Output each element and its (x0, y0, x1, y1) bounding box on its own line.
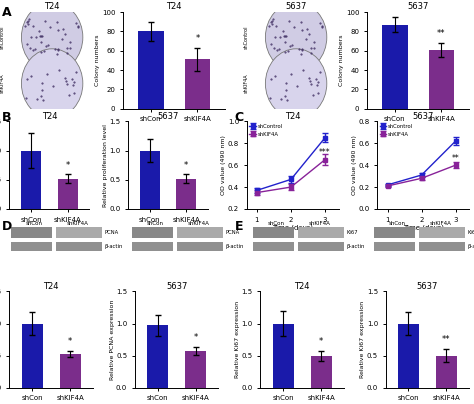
X-axis label: Time (days): Time (days) (272, 224, 313, 231)
Bar (185, 351, 206, 388)
Bar (436, 356, 457, 388)
Text: shControl: shControl (0, 25, 5, 49)
Text: shKIF4A: shKIF4A (244, 74, 249, 93)
Bar (298, 242, 345, 251)
Legend: shControl, shKIF4A: shControl, shKIF4A (380, 124, 413, 137)
Text: **: ** (437, 29, 446, 38)
Text: *: * (195, 34, 200, 43)
Text: shKIF4A: shKIF4A (429, 221, 451, 227)
Title: 5637: 5637 (412, 112, 434, 120)
Text: β-actin: β-actin (346, 244, 365, 249)
Text: B: B (2, 111, 12, 124)
Bar (56, 227, 102, 238)
Text: β-actin: β-actin (225, 244, 244, 249)
Text: PCNA: PCNA (104, 230, 118, 235)
Text: *: * (65, 160, 70, 170)
Text: *: * (68, 337, 73, 346)
Text: shCon: shCon (25, 221, 42, 227)
Text: **: ** (452, 154, 459, 163)
Text: shKIF4A: shKIF4A (308, 221, 330, 227)
Bar (132, 242, 173, 251)
Y-axis label: Relative Ki67 expression: Relative Ki67 expression (360, 301, 365, 378)
Text: *: * (419, 177, 424, 186)
Text: shKIF4A: shKIF4A (66, 221, 88, 227)
Bar (419, 242, 465, 251)
Bar (310, 356, 331, 388)
Title: T24: T24 (44, 282, 59, 290)
Title: 5637: 5637 (407, 2, 429, 11)
Y-axis label: Relative proliferation level: Relative proliferation level (103, 124, 108, 206)
Bar (176, 179, 196, 209)
Text: shKIF4A: shKIF4A (187, 221, 209, 227)
Bar (58, 179, 78, 209)
Circle shape (21, 2, 83, 72)
Text: β-actin: β-actin (467, 244, 474, 249)
Text: A: A (2, 6, 12, 19)
Text: *: * (184, 161, 188, 170)
Bar (428, 50, 454, 109)
X-axis label: Time (days): Time (days) (403, 224, 444, 231)
Text: C: C (235, 111, 244, 124)
Title: T24: T24 (45, 2, 60, 11)
Text: shCon: shCon (267, 221, 284, 227)
Bar (11, 242, 52, 251)
Circle shape (265, 2, 327, 72)
Bar (184, 59, 210, 109)
Bar (374, 227, 415, 238)
Bar (22, 324, 43, 388)
Bar (132, 227, 173, 238)
Title: T24: T24 (294, 282, 310, 290)
Circle shape (21, 49, 83, 118)
Title: T24: T24 (166, 2, 182, 11)
Bar (147, 326, 168, 388)
Bar (254, 227, 294, 238)
Text: *: * (289, 186, 293, 195)
Bar (21, 151, 41, 209)
Text: shCon: shCon (388, 221, 405, 227)
Text: **: ** (442, 335, 451, 345)
Text: shControl: shControl (244, 25, 249, 49)
Title: T24: T24 (42, 112, 57, 120)
Bar (60, 354, 81, 388)
Title: 5637: 5637 (166, 282, 187, 290)
Bar (11, 227, 52, 238)
Y-axis label: Relative PCNA expression: Relative PCNA expression (109, 299, 115, 380)
Bar (138, 32, 164, 109)
Text: *: * (193, 333, 198, 343)
Text: Ki67: Ki67 (346, 230, 358, 235)
Title: 5637: 5637 (285, 2, 307, 11)
Text: D: D (2, 220, 13, 233)
Text: *: * (319, 337, 323, 346)
Bar (254, 242, 294, 251)
Text: β-actin: β-actin (104, 244, 123, 249)
Y-axis label: Colony numbers: Colony numbers (339, 35, 345, 86)
Y-axis label: OD value (490 nm): OD value (490 nm) (352, 135, 357, 195)
Bar (177, 227, 223, 238)
Text: PCNA: PCNA (225, 230, 239, 235)
Bar (56, 242, 102, 251)
Text: E: E (235, 220, 243, 233)
Title: 5637: 5637 (417, 282, 438, 290)
Bar (398, 324, 419, 388)
Text: Ki67: Ki67 (467, 230, 474, 235)
Y-axis label: Colony numbers: Colony numbers (95, 35, 100, 86)
Title: 5637: 5637 (157, 112, 179, 120)
Bar (140, 151, 160, 209)
Bar (273, 324, 293, 388)
Text: ***: *** (319, 148, 331, 157)
Bar (419, 227, 465, 238)
Bar (177, 242, 223, 251)
Circle shape (265, 49, 327, 118)
Title: T24: T24 (285, 112, 301, 120)
Bar (374, 242, 415, 251)
Bar (382, 25, 408, 109)
Y-axis label: OD value (490 nm): OD value (490 nm) (221, 135, 227, 195)
Legend: shControl, shKIF4A: shControl, shKIF4A (249, 124, 283, 137)
Text: shCon: shCon (146, 221, 163, 227)
Y-axis label: Relative Ki67 expression: Relative Ki67 expression (235, 301, 240, 378)
Bar (298, 227, 345, 238)
Text: shKIF4A: shKIF4A (0, 74, 5, 93)
